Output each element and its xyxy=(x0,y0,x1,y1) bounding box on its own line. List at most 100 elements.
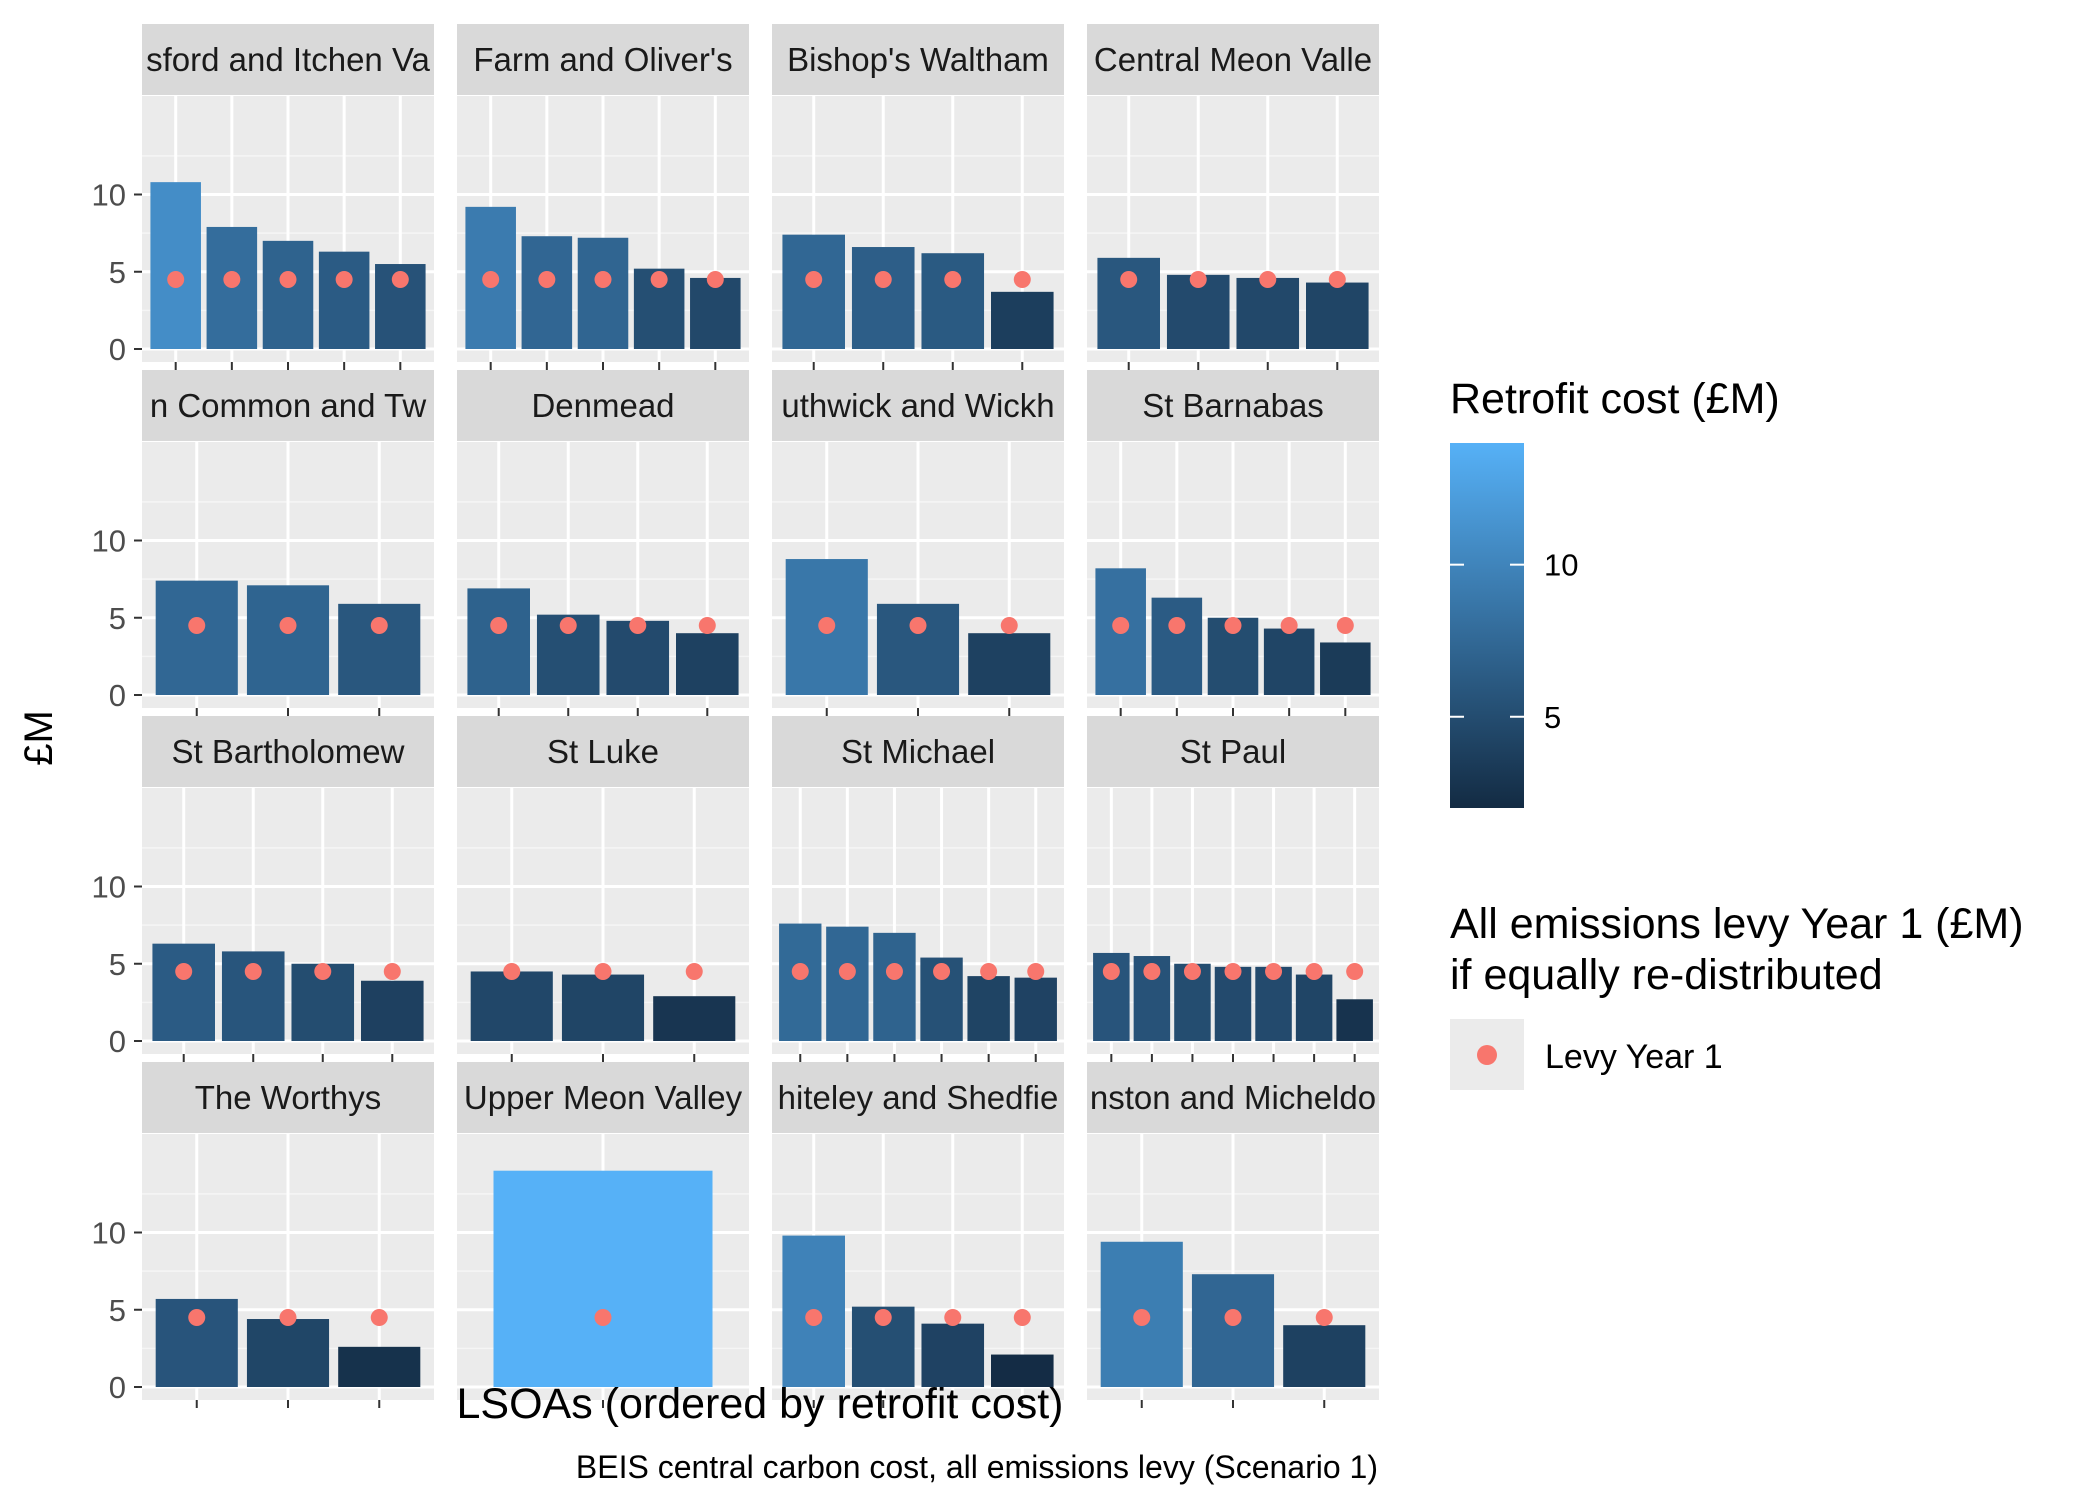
bar xyxy=(361,980,424,1041)
levy-point xyxy=(980,962,998,980)
bar xyxy=(967,976,1010,1041)
levy-point xyxy=(650,270,668,288)
bar xyxy=(470,971,553,1041)
levy-point xyxy=(1259,270,1277,288)
facet-panel: St Paul xyxy=(1087,716,1379,1062)
colorbar-label: 10 xyxy=(1544,548,1578,583)
facet-strip xyxy=(457,716,749,787)
facet-strip xyxy=(457,370,749,441)
bar xyxy=(653,996,736,1041)
levy-point xyxy=(335,270,353,288)
axes-group: 0 5 10 0 5 10 0 5 10 0 5 10 xyxy=(92,178,142,1405)
facet-panel: hiteley and Shedfie xyxy=(772,1062,1064,1408)
facet-title: uthwick and Wickh xyxy=(781,387,1054,424)
bar xyxy=(968,633,1051,695)
levy-point xyxy=(885,962,903,980)
levy-point xyxy=(818,616,836,634)
colorbar-label: 5 xyxy=(1544,700,1561,735)
levy-point xyxy=(1000,616,1018,634)
levy-point xyxy=(1224,616,1242,634)
bar xyxy=(152,943,215,1041)
levy-point xyxy=(1013,270,1031,288)
y-tick-label: 5 xyxy=(109,947,126,982)
levy-point xyxy=(370,1308,388,1326)
levy-point xyxy=(1280,616,1298,634)
facet-strip xyxy=(772,1062,1064,1133)
levy-point xyxy=(1224,962,1242,980)
caption: BEIS central carbon cost, all emissions … xyxy=(576,1449,1378,1485)
bar xyxy=(1151,597,1203,695)
facet-panel: Farm and Oliver's xyxy=(457,24,749,370)
levy-point xyxy=(594,962,612,980)
facet-panel: nston and Micheldo xyxy=(1087,1062,1379,1408)
facet-strip xyxy=(457,1062,749,1133)
levy-point xyxy=(1315,1308,1333,1326)
levy-point xyxy=(538,270,556,288)
facet-panel: Denmead xyxy=(457,370,749,716)
levy-point xyxy=(698,616,716,634)
facet-panel: Bishop's Waltham xyxy=(772,24,1064,370)
levy-point xyxy=(1143,962,1161,980)
levy-point xyxy=(594,270,612,288)
facet-title: St Luke xyxy=(547,733,659,770)
facet-strip xyxy=(142,1062,434,1133)
levy-point xyxy=(1328,270,1346,288)
colorbar xyxy=(1450,443,1524,808)
facet-panel: sford and Itchen Va xyxy=(142,24,434,370)
levy-point xyxy=(594,1308,612,1326)
levy-point xyxy=(482,270,500,288)
levy-point xyxy=(188,1308,206,1326)
bar xyxy=(851,247,915,349)
bar xyxy=(318,251,370,349)
point-legend-title-line1: All emissions levy Year 1 (£M) xyxy=(1450,900,2024,948)
levy-point xyxy=(1112,616,1130,634)
bar xyxy=(1306,282,1369,349)
y-tick-label: 0 xyxy=(109,1370,126,1405)
levy-point xyxy=(1183,962,1201,980)
facet-panel: Upper Meon Valley xyxy=(457,1062,749,1408)
point-legend-label: Levy Year 1 xyxy=(1545,1038,1723,1076)
facet-panel: St Luke xyxy=(457,716,749,1062)
levy-point xyxy=(706,270,724,288)
bar xyxy=(1014,977,1057,1041)
bar xyxy=(1283,1325,1366,1387)
levy-point xyxy=(223,270,241,288)
facet-title: nston and Micheldo xyxy=(1090,1079,1376,1116)
bar xyxy=(155,580,238,695)
facet-strip xyxy=(142,716,434,787)
levy-point xyxy=(909,616,927,634)
bar xyxy=(493,1170,713,1387)
facet-title: n Common and Tw xyxy=(150,387,427,424)
bar xyxy=(246,1319,330,1387)
bar xyxy=(521,236,573,349)
y-tick-label: 0 xyxy=(109,1024,126,1059)
bar xyxy=(1191,1274,1275,1387)
y-tick-label: 10 xyxy=(92,1216,126,1251)
bar xyxy=(262,240,314,349)
facet-strip xyxy=(772,716,1064,787)
levy-point xyxy=(1027,962,1045,980)
facet-title: sford and Itchen Va xyxy=(146,41,430,78)
y-tick-label: 5 xyxy=(109,1293,126,1328)
y-tick-label: 10 xyxy=(92,524,126,559)
levy-point xyxy=(370,616,388,634)
levy-point xyxy=(391,270,409,288)
facet-panel: Central Meon Valle xyxy=(1087,24,1379,370)
x-axis-title: LSOAs (ordered by retrofit cost) xyxy=(457,1380,1064,1428)
point-legend-dot xyxy=(1477,1045,1497,1065)
y-axis-title: £M xyxy=(17,710,61,766)
bar xyxy=(1320,642,1371,695)
levy-point xyxy=(490,616,508,634)
bar xyxy=(246,585,330,695)
bar xyxy=(991,291,1054,349)
levy-point xyxy=(1346,962,1364,980)
levy-point xyxy=(1013,1308,1031,1326)
facet-title: St Barnabas xyxy=(1142,387,1324,424)
y-tick-label: 10 xyxy=(92,178,126,213)
bar xyxy=(1263,628,1315,695)
levy-point xyxy=(503,962,521,980)
facet-title: Farm and Oliver's xyxy=(473,41,732,78)
levy-point xyxy=(685,962,703,980)
facet-strip xyxy=(142,24,434,95)
